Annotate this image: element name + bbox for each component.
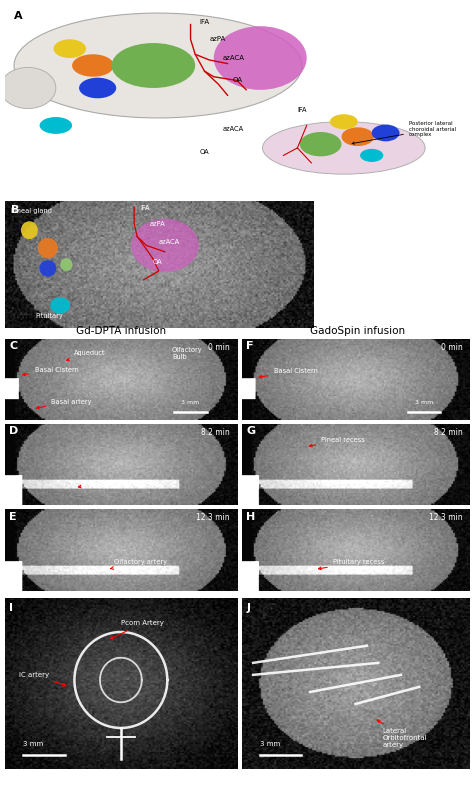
Text: Lateral
Orbitofrontal
artery: Lateral Orbitofrontal artery	[377, 720, 428, 748]
Text: Pituitary Recess: Pituitary Recess	[78, 480, 139, 488]
Ellipse shape	[21, 222, 38, 239]
Text: A: A	[14, 11, 23, 22]
Text: 8.2 min: 8.2 min	[434, 428, 463, 437]
Text: Aqueduct: Aqueduct	[67, 351, 106, 361]
Text: B: B	[11, 205, 19, 214]
Text: Pineal recess: Pineal recess	[310, 438, 365, 447]
Text: Pituitary recess: Pituitary recess	[319, 559, 384, 570]
Ellipse shape	[131, 218, 199, 273]
Ellipse shape	[54, 39, 86, 58]
Ellipse shape	[14, 13, 302, 118]
Text: Olfactory
Bulb: Olfactory Bulb	[172, 347, 202, 360]
Text: azACA: azACA	[223, 55, 245, 61]
Text: E: E	[9, 512, 17, 522]
Text: G: G	[246, 426, 255, 437]
Text: I: I	[9, 603, 13, 613]
Text: OA: OA	[200, 149, 210, 155]
Ellipse shape	[50, 297, 70, 314]
Text: Gd-DPTA infusion: Gd-DPTA infusion	[76, 326, 166, 336]
Text: 3 mm: 3 mm	[182, 400, 200, 406]
Ellipse shape	[214, 26, 307, 90]
Text: Pituitary: Pituitary	[36, 312, 64, 319]
Text: 3 mm: 3 mm	[260, 741, 280, 747]
Text: IFA: IFA	[140, 206, 150, 211]
Text: azPA: azPA	[209, 37, 225, 42]
Text: J: J	[246, 603, 250, 613]
Text: Basal artery: Basal artery	[36, 399, 91, 409]
Text: Posterior lateral
choroidal arterial
complex: Posterior lateral choroidal arterial com…	[352, 121, 456, 144]
Text: Pineal gland: Pineal gland	[11, 208, 52, 214]
Ellipse shape	[0, 68, 56, 108]
Text: 12.3 min: 12.3 min	[429, 513, 463, 522]
Ellipse shape	[330, 114, 358, 129]
Text: Basal Cistern: Basal Cistern	[259, 368, 318, 378]
Text: OA: OA	[153, 259, 162, 265]
Text: Olfactory artery: Olfactory artery	[111, 559, 167, 569]
Ellipse shape	[79, 77, 116, 98]
Text: azPA: azPA	[150, 221, 165, 227]
Text: 3 mm: 3 mm	[23, 741, 44, 747]
Text: 12.3 min: 12.3 min	[196, 513, 230, 522]
Text: F: F	[246, 341, 254, 351]
Ellipse shape	[60, 258, 73, 271]
Ellipse shape	[360, 149, 383, 162]
Text: 0 min: 0 min	[441, 343, 463, 351]
Ellipse shape	[39, 117, 72, 134]
Text: IFA: IFA	[200, 19, 210, 26]
Ellipse shape	[111, 43, 195, 88]
Text: OA: OA	[232, 77, 242, 84]
Ellipse shape	[39, 260, 56, 277]
Text: 3 mm: 3 mm	[415, 400, 433, 406]
Text: 8.2 min: 8.2 min	[201, 428, 230, 437]
Text: GadoSpin infusion: GadoSpin infusion	[310, 326, 405, 336]
Text: azACA: azACA	[159, 238, 180, 245]
Ellipse shape	[38, 238, 58, 258]
Ellipse shape	[263, 122, 425, 175]
Text: Basal Cistern: Basal Cistern	[23, 367, 79, 375]
Text: H: H	[246, 512, 255, 522]
Text: azACA: azACA	[223, 126, 244, 132]
Ellipse shape	[72, 54, 114, 77]
Ellipse shape	[341, 128, 374, 146]
Text: Pcom Artery: Pcom Artery	[110, 620, 164, 639]
Ellipse shape	[372, 124, 400, 141]
Ellipse shape	[300, 132, 341, 156]
Text: IC artery: IC artery	[18, 672, 66, 686]
Text: 0 min: 0 min	[208, 343, 230, 351]
Text: IFA: IFA	[297, 108, 307, 113]
Text: D: D	[9, 426, 18, 437]
Text: C: C	[9, 341, 18, 351]
